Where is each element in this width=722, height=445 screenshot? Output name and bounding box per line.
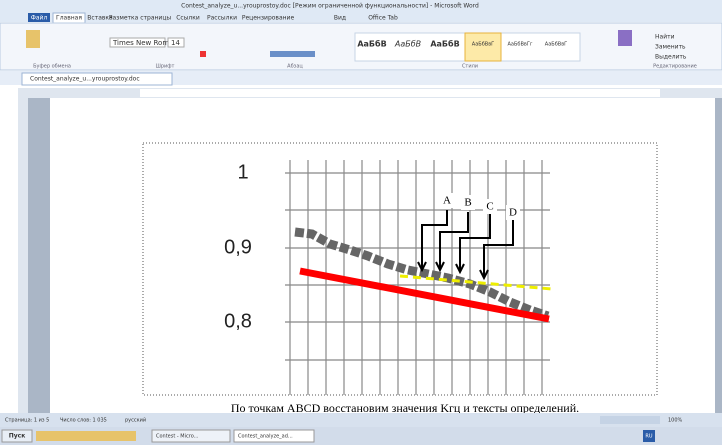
caption: По точкам ABCD восстановим значения Kгц …: [231, 401, 579, 415]
view-buttons[interactable]: [600, 416, 660, 424]
font-color[interactable]: [200, 51, 206, 57]
group-label: Стили: [462, 64, 478, 70]
align-buttons[interactable]: [270, 51, 315, 57]
doc-tab-title[interactable]: Contest_analyze_u...yrouprostoy.doc: [30, 76, 140, 83]
ribbon-tab[interactable]: Файл: [31, 15, 48, 22]
font-size[interactable]: 14: [171, 39, 180, 47]
ribbon-tab[interactable]: Ссылки: [176, 15, 200, 22]
vertical-ruler: [18, 98, 28, 413]
group-label: Шрифт: [156, 64, 175, 70]
style[interactable]: АаБбВ: [430, 39, 459, 49]
style[interactable]: АаБбВ: [357, 39, 386, 49]
status-page[interactable]: Страница: 1 из 5: [5, 418, 49, 424]
page: [50, 98, 715, 413]
point-label: C: [486, 201, 493, 213]
ribbon-tab[interactable]: Рецензирование: [242, 15, 295, 22]
word-window: Contest_analyze_u...yrouprostoy.doc [Реж…: [0, 0, 722, 445]
lang-indicator[interactable]: RU: [645, 434, 652, 440]
style[interactable]: АаБбВ: [394, 40, 421, 49]
status-lang[interactable]: русский: [125, 417, 146, 424]
status-zoom[interactable]: 100%: [668, 418, 683, 424]
edit-command[interactable]: Заменить: [655, 44, 686, 51]
taskbar-item-label[interactable]: Contest_analyze_ad...: [238, 434, 293, 440]
figure-y-label: 1: [237, 161, 248, 183]
window-title: Contest_analyze_u...yrouprostoy.doc [Реж…: [181, 3, 479, 10]
style[interactable]: АаБбВвГ: [545, 42, 567, 48]
ruler-work-area: [140, 89, 660, 97]
ribbon-tab[interactable]: Рассылки: [207, 15, 237, 22]
paste-icon[interactable]: [26, 30, 40, 48]
quick-launch[interactable]: [36, 431, 136, 441]
edit-command[interactable]: Выделить: [655, 54, 687, 61]
change-styles-icon[interactable]: [618, 30, 632, 46]
group-label: Абзац: [287, 64, 303, 70]
figure-y-label: 0,8: [224, 310, 252, 332]
point-label: A: [443, 195, 451, 207]
style[interactable]: АаБбВвГ: [472, 42, 494, 48]
point-label: B: [464, 197, 471, 209]
group-label: Буфер обмена: [33, 64, 71, 70]
taskbar-item-label[interactable]: Contest - Micro...: [156, 434, 199, 440]
ribbon-tab[interactable]: Главная: [56, 15, 82, 22]
status-words[interactable]: Число слов: 1 035: [60, 418, 107, 424]
start-label[interactable]: Пуск: [9, 433, 26, 440]
point-label: D: [509, 207, 517, 219]
ribbon-tab[interactable]: Вид: [334, 15, 346, 22]
ribbon-tab[interactable]: Office Tab: [368, 15, 398, 22]
group-label: Редактирование: [653, 64, 697, 70]
edit-command[interactable]: Найти: [655, 34, 675, 41]
style[interactable]: АаБбВвГг: [507, 42, 532, 48]
ribbon-tab[interactable]: Разметка страницы: [109, 15, 172, 22]
figure-y-label: 0,9: [224, 236, 252, 258]
